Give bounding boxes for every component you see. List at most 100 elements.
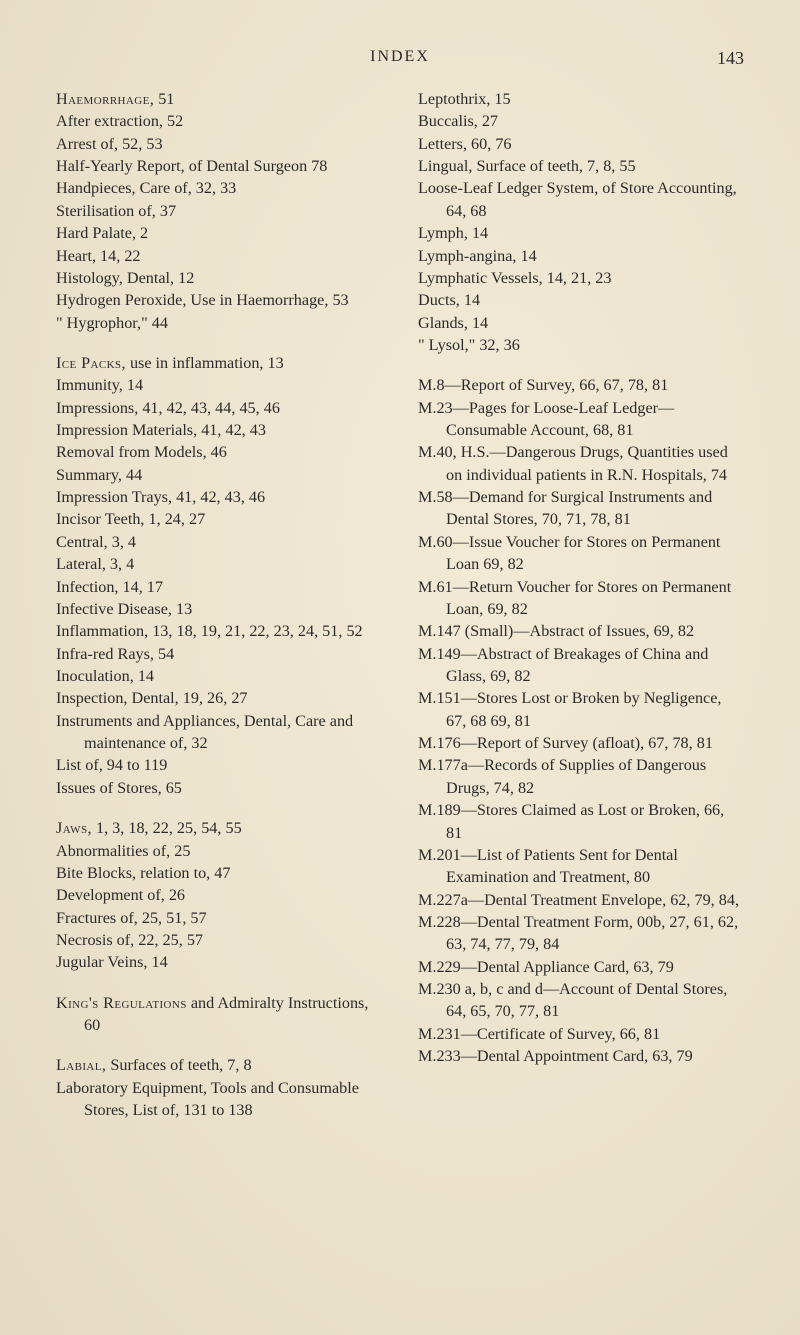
entry-text: Heart, 14, 22 bbox=[56, 247, 141, 265]
page-header: INDEX 143 bbox=[56, 48, 744, 66]
entry-text: Loose-Leaf Ledger System, of Store Accou… bbox=[418, 179, 737, 219]
index-entry: Labial, Surfaces of teeth, 7, 8 bbox=[56, 1054, 382, 1076]
entry-text: M.227a—Dental Treatment Envelope, 62, 79… bbox=[418, 891, 739, 909]
entry-text: M.151—Stores Lost or Broken by Negligenc… bbox=[418, 689, 721, 729]
entry-text: Removal from Models, 46 bbox=[56, 443, 227, 461]
entry-text: Inflammation, 13, 18, 19, 21, 22, 23, 24… bbox=[56, 622, 363, 640]
index-entry: M.23—Pages for Loose-Leaf Ledger—Consuma… bbox=[418, 397, 744, 442]
entry-text: Jugular Veins, 14 bbox=[56, 953, 168, 971]
entry-text: M.147 (Small)—Abstract of Issues, 69, 82 bbox=[418, 622, 694, 640]
index-entry: Histology, Dental, 12 bbox=[56, 267, 382, 289]
entry-text: Infective Disease, 13 bbox=[56, 600, 192, 618]
index-entry: Heart, 14, 22 bbox=[56, 245, 382, 267]
entry-text: Central, 3, 4 bbox=[56, 533, 136, 551]
index-block: Ice Packs, use in inflammation, 13Immuni… bbox=[56, 352, 382, 799]
entry-text: " Hygrophor," 44 bbox=[56, 314, 168, 332]
index-entry: Inflammation, 13, 18, 19, 21, 22, 23, 24… bbox=[56, 620, 382, 642]
entry-text: M.233—Dental Appointment Card, 63, 79 bbox=[418, 1047, 693, 1065]
page-number: 143 bbox=[717, 48, 744, 69]
entry-text: Infra-red Rays, 54 bbox=[56, 645, 174, 663]
index-entry: Development of, 26 bbox=[56, 884, 382, 906]
entry-text: Laboratory Equipment, Tools and Consumab… bbox=[56, 1079, 359, 1119]
index-entry: M.230 a, b, c and d—Account of Dental St… bbox=[418, 978, 744, 1023]
entry-text: Inspection, Dental, 19, 26, 27 bbox=[56, 689, 248, 707]
index-entry: Bite Blocks, relation to, 47 bbox=[56, 862, 382, 884]
entry-text: Bite Blocks, relation to, 47 bbox=[56, 864, 230, 882]
index-entry: Laboratory Equipment, Tools and Consumab… bbox=[56, 1077, 382, 1122]
entry-head: Ice Packs, bbox=[56, 354, 126, 372]
entry-text: " Lysol," 32, 36 bbox=[418, 336, 520, 354]
entry-text: M.40, H.S.—Dangerous Drugs, Quantities u… bbox=[418, 443, 728, 483]
index-entry: Removal from Models, 46 bbox=[56, 441, 382, 463]
right-column: Leptothrix, 15 Buccalis, 27 Letters, 60, 7… bbox=[418, 88, 744, 1139]
entry-text: M.149—Abstract of Breakages of China and… bbox=[418, 645, 708, 685]
entry-text: M.58—Demand for Surgical Instruments and… bbox=[418, 488, 712, 528]
entry-text: Lateral, 3, 4 bbox=[56, 555, 134, 573]
entry-text: Necrosis of, 22, 25, 57 bbox=[56, 931, 203, 949]
index-entry: " Hygrophor," 44 bbox=[56, 312, 382, 334]
index-entry: Arrest of, 52, 53 bbox=[56, 133, 382, 155]
index-entry: Sterilisation of, 37 bbox=[56, 200, 382, 222]
entry-text: Leptothrix, 15 bbox=[418, 90, 511, 108]
index-entry: Half-Yearly Report, of Dental Surgeon 78 bbox=[56, 155, 382, 177]
entry-text: Sterilisation of, 37 bbox=[56, 202, 176, 220]
entry-text: Lingual, Surface of teeth, 7, 8, 55 bbox=[418, 157, 636, 175]
index-entry: Immunity, 14 bbox=[56, 374, 382, 396]
entry-text: M.201—List of Patients Sent for Dental E… bbox=[418, 846, 678, 886]
page: INDEX 143 Haemorrhage, 51After extractio… bbox=[0, 0, 800, 1335]
index-entry: M.8—Report of Survey, 66, 67, 78, 81 bbox=[418, 374, 744, 396]
index-block: Haemorrhage, 51After extraction, 52Arres… bbox=[56, 88, 382, 334]
index-entry: M.147 (Small)—Abstract of Issues, 69, 82 bbox=[418, 620, 744, 642]
entry-text: Buccalis, 27 bbox=[418, 112, 498, 130]
index-entry: Necrosis of, 22, 25, 57 bbox=[56, 929, 382, 951]
index-block: M.8—Report of Survey, 66, 67, 78, 81M.23… bbox=[418, 374, 744, 1067]
entry-head: King's Regulations bbox=[56, 994, 187, 1012]
entry-text: Surfaces of teeth, 7, 8 bbox=[106, 1056, 251, 1074]
index-entry: Glands, 14 bbox=[418, 312, 744, 334]
entry-text: Infection, 14, 17 bbox=[56, 578, 163, 596]
entry-text: Glands, 14 bbox=[418, 314, 488, 332]
index-entry: M.233—Dental Appointment Card, 63, 79 bbox=[418, 1045, 744, 1067]
index-entry: Hard Palate, 2 bbox=[56, 222, 382, 244]
index-entry: List of, 94 to 119 bbox=[56, 754, 382, 776]
index-entry: M.149—Abstract of Breakages of China and… bbox=[418, 643, 744, 688]
entry-text: Development of, 26 bbox=[56, 886, 185, 904]
entry-text: Lymph, 14 bbox=[418, 224, 488, 242]
index-block: Leptothrix, 15 Buccalis, 27 Letters, 60, 7… bbox=[418, 88, 744, 356]
index-entry: Buccalis, 27 bbox=[418, 110, 744, 132]
index-entry: Letters, 60, 76 bbox=[418, 133, 744, 155]
index-entry: M.229—Dental Appliance Card, 63, 79 bbox=[418, 956, 744, 978]
index-entry: Lateral, 3, 4 bbox=[56, 553, 382, 575]
entry-text: Instruments and Appliances, Dental, Care… bbox=[56, 712, 353, 752]
entry-text: 1, 3, 18, 22, 25, 54, 55 bbox=[92, 819, 242, 837]
index-entry: M.228—Dental Treatment Form, 00b, 27, 61… bbox=[418, 911, 744, 956]
index-entry: Summary, 44 bbox=[56, 464, 382, 486]
index-block: Jaws, 1, 3, 18, 22, 25, 54, 55 Abnormalit… bbox=[56, 817, 382, 974]
entry-text: Impression Trays, 41, 42, 43, 46 bbox=[56, 488, 265, 506]
index-entry: Inspection, Dental, 19, 26, 27 bbox=[56, 687, 382, 709]
index-entry: Central, 3, 4 bbox=[56, 531, 382, 553]
index-entry: Impression Materials, 41, 42, 43 bbox=[56, 419, 382, 441]
index-entry: Lingual, Surface of teeth, 7, 8, 55 bbox=[418, 155, 744, 177]
entry-text: M.230 a, b, c and d—Account of Dental St… bbox=[418, 980, 727, 1020]
index-entry: After extraction, 52 bbox=[56, 110, 382, 132]
entry-text: Lymph-angina, 14 bbox=[418, 247, 537, 265]
entry-text: M.176—Report of Survey (afloat), 67, 78,… bbox=[418, 734, 713, 752]
entry-text: Incisor Teeth, 1, 24, 27 bbox=[56, 510, 205, 528]
entry-text: Impression Materials, 41, 42, 43 bbox=[56, 421, 266, 439]
index-entry: Infective Disease, 13 bbox=[56, 598, 382, 620]
index-entry: Loose-Leaf Ledger System, of Store Accou… bbox=[418, 177, 744, 222]
index-entry: Infection, 14, 17 bbox=[56, 576, 382, 598]
index-entry: M.61—Return Voucher for Stores on Perman… bbox=[418, 576, 744, 621]
index-entry: King's Regulations and Admiralty Instruc… bbox=[56, 992, 382, 1037]
index-entry: Jaws, 1, 3, 18, 22, 25, 54, 55 bbox=[56, 817, 382, 839]
entry-text: Handpieces, Care of, 32, 33 bbox=[56, 179, 236, 197]
index-entry: Fractures of, 25, 51, 57 bbox=[56, 907, 382, 929]
index-entry: Issues of Stores, 65 bbox=[56, 777, 382, 799]
index-entry: Abnormalities of, 25 bbox=[56, 840, 382, 862]
entry-text: Lymphatic Vessels, 14, 21, 23 bbox=[418, 269, 612, 287]
index-entry: Infra-red Rays, 54 bbox=[56, 643, 382, 665]
entry-text: Abnormalities of, 25 bbox=[56, 842, 190, 860]
index-block: King's Regulations and Admiralty Instruc… bbox=[56, 992, 382, 1037]
index-entry: Incisor Teeth, 1, 24, 27 bbox=[56, 508, 382, 530]
